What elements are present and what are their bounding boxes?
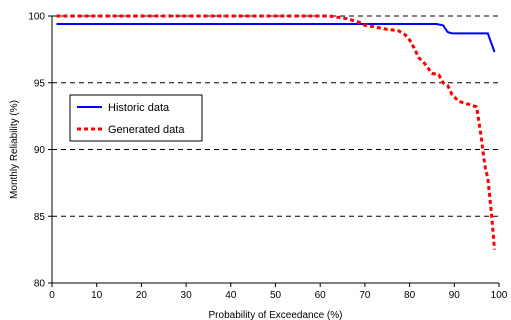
legend: Historic data Generated data (69, 94, 203, 142)
axes (48, 15, 500, 287)
y-tick-label-95: 95 (34, 78, 46, 89)
legend-box (69, 94, 203, 142)
x-tick-label-40: 40 (225, 290, 237, 301)
series-layer (56, 14, 496, 250)
series-line-historic (56, 23, 496, 53)
y-tick-label-90: 90 (34, 145, 46, 156)
y-tick-label-85: 85 (34, 212, 46, 223)
x-tick-label-80: 80 (404, 290, 416, 301)
legend-label-generated: Generated data (108, 124, 185, 136)
x-tick-label-60: 60 (315, 290, 327, 301)
x-tick-label-90: 90 (449, 290, 461, 301)
x-axis-title: Probability of Exceedance (%) (209, 310, 343, 320)
x-tick-label-30: 30 (181, 290, 193, 301)
x-tick-label-0: 0 (49, 290, 55, 301)
legend-label-historic: Historic data (108, 102, 170, 114)
y-tick-label-80: 80 (34, 279, 46, 290)
x-tick-label-10: 10 (91, 290, 103, 301)
x-tick-label-50: 50 (270, 290, 282, 301)
y-tick-label-100: 100 (28, 12, 45, 23)
series-line-generated (56, 14, 496, 250)
x-tick-label-20: 20 (136, 290, 148, 301)
tick-labels: 80 85 90 95 100 0 10 20 30 40 50 60 70 80 90 100 (28, 12, 507, 302)
x-tick-label-70: 70 (359, 290, 371, 301)
y-axis-title: Monthly Reliability (%) (9, 100, 20, 199)
x-tick-label-100: 100 (491, 290, 508, 301)
